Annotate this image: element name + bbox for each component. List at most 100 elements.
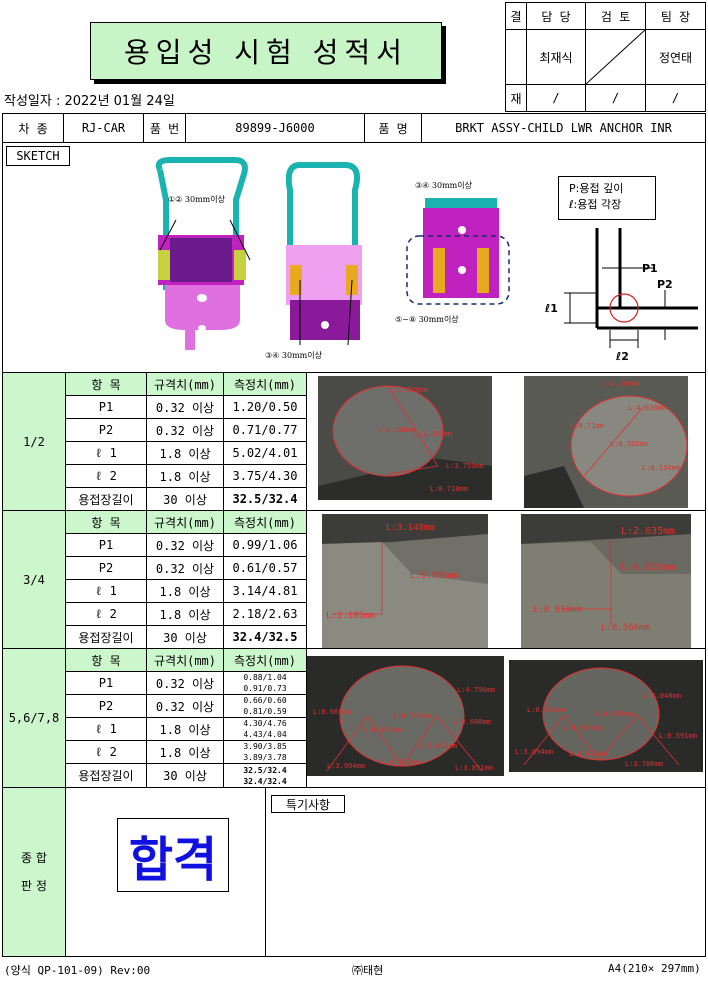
sketch-note-4: ⑤~⑧ 30mm이상 (395, 314, 459, 324)
row-meas: 2.18/2.63 (223, 602, 307, 626)
header-spec: 규격치(mm) (146, 648, 224, 672)
section-2-photo-left: L:3.148mm L:0.996mm L:2.185mm (322, 514, 488, 648)
photo-label: L:3.849mm (419, 742, 457, 750)
approval-header-review: 검 토 (585, 2, 646, 30)
photo-label: L:3.759mm (446, 462, 484, 470)
diag-l2-label: ℓ2 (615, 350, 629, 363)
photo-label: L:0.996mm (410, 571, 459, 581)
approval-date-charge: / (526, 84, 586, 112)
pass-stamp: 합격 (117, 818, 229, 892)
row-meas: 3.75/4.30 (223, 464, 307, 488)
row-meas: 5.02/4.01 (223, 441, 307, 465)
photo-label: L:4.010mm (628, 404, 666, 412)
row-item: P2 (65, 418, 147, 442)
row-item: 용접장길이 (65, 625, 147, 649)
row-item: P2 (65, 556, 147, 580)
approval-sign-charge: 최재식 (526, 29, 586, 85)
photo-label: L:0.610mm (533, 605, 582, 615)
photo-label: L:0.613mm (527, 706, 565, 714)
sketch-label: SKETCH (6, 146, 70, 166)
row-meas: 0.88/1.04 0.91/0.73 (223, 671, 307, 695)
row-spec: 0.32 이상 (146, 418, 224, 442)
row-item: ℓ 2 (65, 740, 147, 764)
photo-label: L:0.502mm (610, 440, 648, 448)
row-spec: 0.32 이상 (146, 694, 224, 718)
photo-label: L:0.919mm (563, 724, 601, 732)
header-spec: 규격치(mm) (146, 372, 224, 396)
row-item: P1 (65, 671, 147, 695)
photo-label: L:6.108mm (378, 426, 416, 434)
header-meas: 측정치(mm) (223, 372, 307, 396)
row-spec: 1.8 이상 (146, 441, 224, 465)
company-name: ㈜태현 (352, 964, 384, 977)
row-item: ℓ 1 (65, 441, 147, 465)
photo-label: L:4.048mm (643, 692, 681, 700)
photo-label: L:6.811mm (595, 710, 633, 718)
date-label: 작성일자 : 2022년 01월 24일 (4, 94, 175, 109)
row-meas: 0.71/0.77 (223, 418, 307, 442)
row-item: ℓ 1 (65, 579, 147, 603)
approval-header-charge: 담 당 (526, 2, 586, 30)
part-name-value: BRKT ASSY-CHILD LWR ANCHOR INR (421, 113, 706, 143)
approval-date-manager: / (645, 84, 706, 112)
photo-label: L:0.71mm (570, 422, 604, 430)
part-sketch: ①② 30mm이상 ③④ 30mm이상 ③④ 30mm이상 ⑤~⑧ 30mm이상 (155, 157, 510, 360)
row-spec: 0.32 이상 (146, 556, 224, 580)
meas-line: 0.88/1.04 (243, 673, 287, 682)
meas-line: 0.66/0.60 (243, 696, 287, 705)
diag-p2-label: P2 (657, 278, 673, 291)
row-item: P1 (65, 533, 147, 557)
remarks-cell (265, 787, 706, 957)
row-meas: 32.5/32.4 32.4/32.4 (223, 763, 307, 788)
row-spec: 30 이상 (146, 625, 224, 649)
judgement-label-line-1: 종 합 (21, 851, 47, 865)
section-1-name: 1/2 (2, 372, 66, 511)
row-spec: 1.8 이상 (146, 464, 224, 488)
car-value: RJ-CAR (63, 113, 144, 143)
meas-line: 32.4/32.4 (243, 776, 287, 786)
approval-header-manager: 팀 장 (645, 2, 706, 30)
photo-label: L:0.524mm (642, 464, 680, 472)
row-spec: 0.32 이상 (146, 395, 224, 419)
approval-side-mid (505, 30, 527, 84)
sketch-legend: P:용접 깊이 ℓ:용접 각장 (558, 176, 656, 220)
meas-line: 4.30/4.76 (243, 719, 287, 728)
row-spec: 1.8 이상 (146, 717, 224, 741)
row-item: ℓ 1 (65, 717, 147, 741)
row-meas: 3.14/4.81 (223, 579, 307, 603)
meas-line: 0.81/0.59 (243, 707, 287, 716)
photo-label: L:2.185mm (326, 611, 375, 621)
part-no-value: 89899-J6000 (185, 113, 365, 143)
car-label: 차 종 (2, 113, 64, 143)
photo-label: L:3.894mm (515, 748, 553, 756)
row-meas: 3.90/3.85 3.89/3.78 (223, 740, 307, 764)
photo-label: L:0.591mm (659, 732, 697, 740)
meas-line: 3.90/3.85 (243, 742, 287, 751)
header-item: 항 목 (65, 510, 147, 534)
legend-p: P:용접 깊이 (569, 182, 624, 195)
photo-label: L:4.796mm (457, 686, 495, 694)
row-spec: 0.32 이상 (146, 533, 224, 557)
photo-label: L:6.787mm (393, 712, 431, 720)
row-item: 용접장길이 (65, 487, 147, 511)
row-item: P2 (65, 694, 147, 718)
photo-label: L:3.904mm (327, 762, 365, 770)
section-3-photo-left: L:4.796mm L:0.660mm L:6.787mm L:0.886mm … (307, 656, 504, 776)
weld-diagram: P1 P2 ℓ1 ℓ2 (544, 228, 698, 363)
row-meas: 0.66/0.60 0.81/0.59 (223, 694, 307, 718)
row-meas: 32.5/32.4 (223, 487, 307, 511)
section-3-name: 5,6/7,8 (2, 648, 66, 788)
judgement-label-line-2: 판 정 (21, 879, 47, 893)
header-meas: 측정치(mm) (223, 510, 307, 534)
row-item: ℓ 2 (65, 602, 147, 626)
row-spec: 30 이상 (146, 487, 224, 511)
row-meas: 0.99/1.06 (223, 533, 307, 557)
row-item: ℓ 2 (65, 464, 147, 488)
approval-side-bottom: 재 (505, 84, 527, 112)
photo-label: L:1.287mm (414, 430, 452, 438)
section-2-name: 3/4 (2, 510, 66, 649)
photo-label: L:3.148mm (386, 523, 435, 533)
row-item: P1 (65, 395, 147, 419)
meas-line: 3.89/3.78 (243, 753, 287, 762)
header-spec: 규격치(mm) (146, 510, 224, 534)
